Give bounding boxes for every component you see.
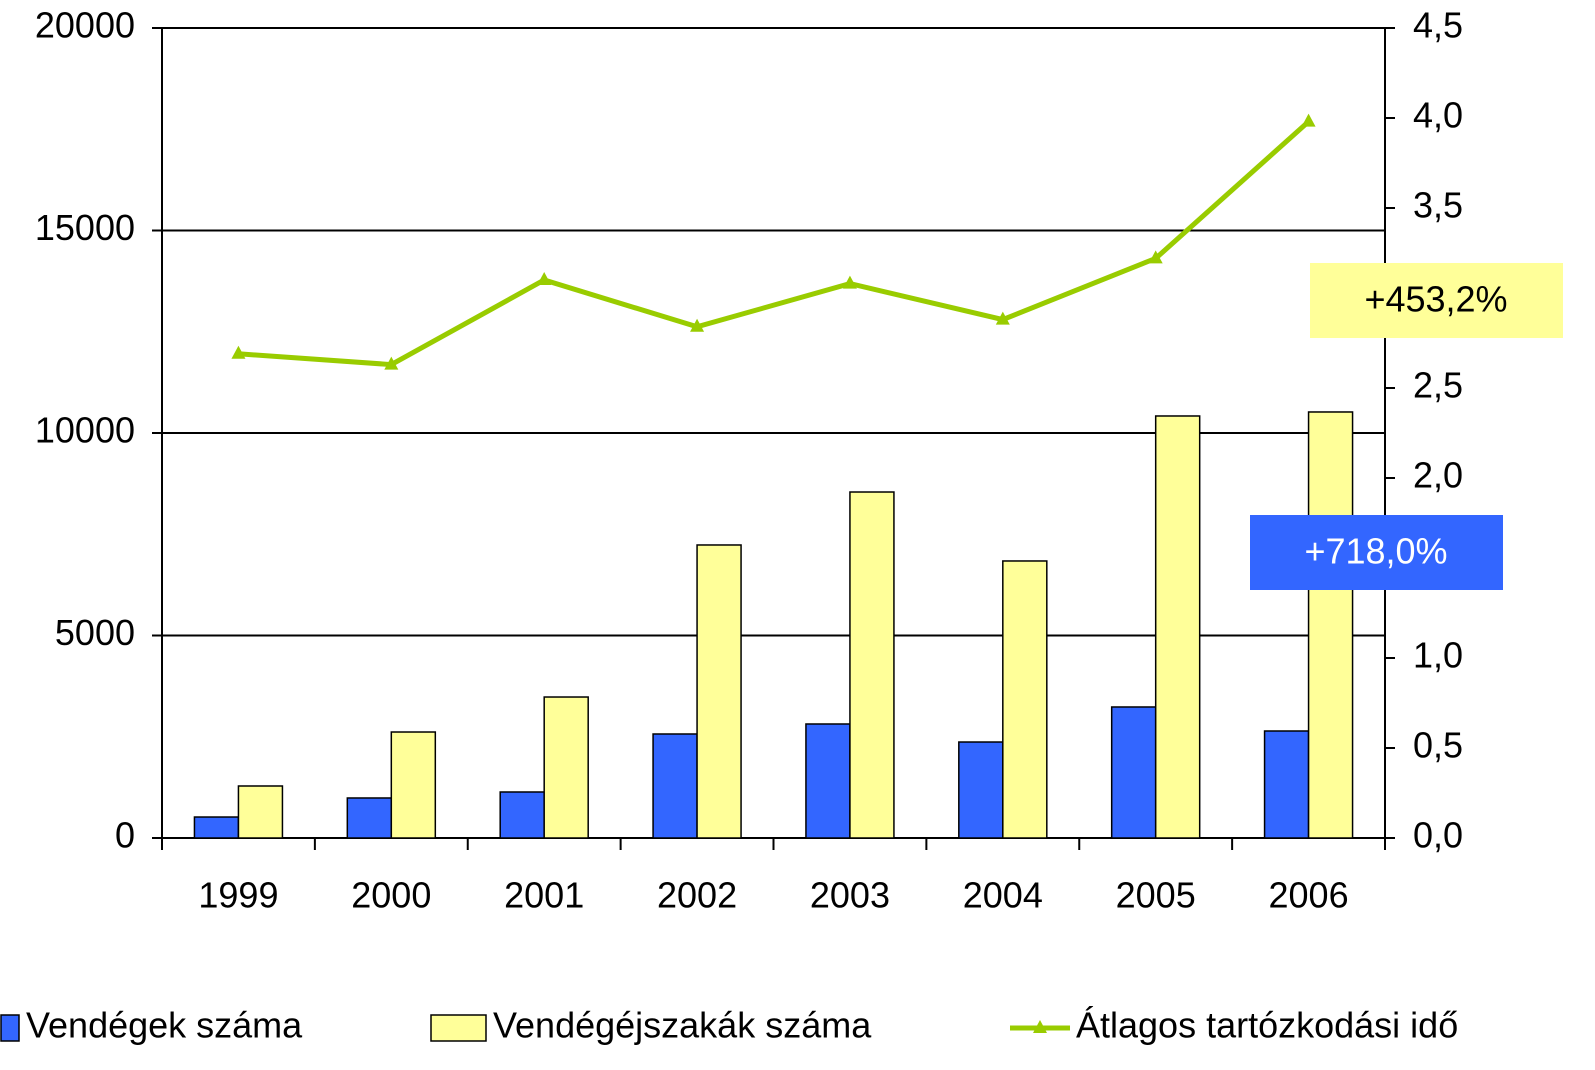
bar [849,491,895,839]
y2-tick-label: 3,5 [1413,185,1463,226]
y-tick-label: 15000 [35,207,135,248]
bar [1110,706,1157,839]
bar [390,731,437,839]
x-tick-label: 2000 [351,875,431,916]
y-tick-label: 10000 [35,410,135,451]
annotation-box [1250,515,1503,590]
legend-label: Átlagos tartózkodási idő [1076,1005,1458,1046]
bar [696,544,742,839]
bar [543,696,589,839]
line-marker [537,272,552,285]
annotation: +453,2% [1364,279,1507,320]
x-tick-label: 2002 [657,875,737,916]
y2-tick-label: 2,0 [1413,455,1463,496]
bar [1154,415,1201,839]
line-marker [384,356,399,370]
x-tick-label: 2006 [1269,875,1349,916]
line-marker [231,345,246,359]
y2-tick-label: 2,5 [1413,365,1463,406]
annotation-box [1310,263,1563,338]
legend-label: Vendégek száma [26,1005,303,1046]
legend-swatch [0,1014,20,1042]
legend-swatch [430,1014,487,1042]
bar [1307,411,1354,839]
bar [237,785,284,839]
y-tick-label: 20000 [35,5,135,46]
y2-tick-label: 0,0 [1413,815,1463,856]
legend-label: Vendégéjszakák száma [493,1005,872,1046]
legend-swatch [1033,1020,1047,1033]
y2-tick-label: 4,0 [1413,95,1463,136]
line-marker [1148,250,1163,264]
x-tick-label: 2004 [963,875,1043,916]
bar [652,733,698,839]
bar [805,723,851,839]
bar [193,816,240,839]
bar [346,797,393,839]
x-tick-label: 2001 [504,875,584,916]
bar [1002,560,1048,839]
y-tick-label: 0 [115,815,135,856]
line [238,119,1311,368]
x-tick-label: 2005 [1116,875,1196,916]
line-marker [690,318,705,332]
x-tick-label: 2003 [810,875,890,916]
bar [958,741,1004,839]
y-tick-label: 5000 [55,612,135,653]
line-marker [842,275,857,289]
y2-tick-label: 1,0 [1413,635,1463,676]
y2-tick-label: 0,5 [1413,725,1463,766]
line-marker [995,311,1010,325]
bar [499,791,545,839]
x-tick-label: 1999 [198,875,278,916]
line-marker [1301,113,1316,127]
bar [1263,730,1310,839]
y2-tick-label: 4,5 [1413,5,1463,46]
annotation: +718,0% [1304,531,1447,572]
